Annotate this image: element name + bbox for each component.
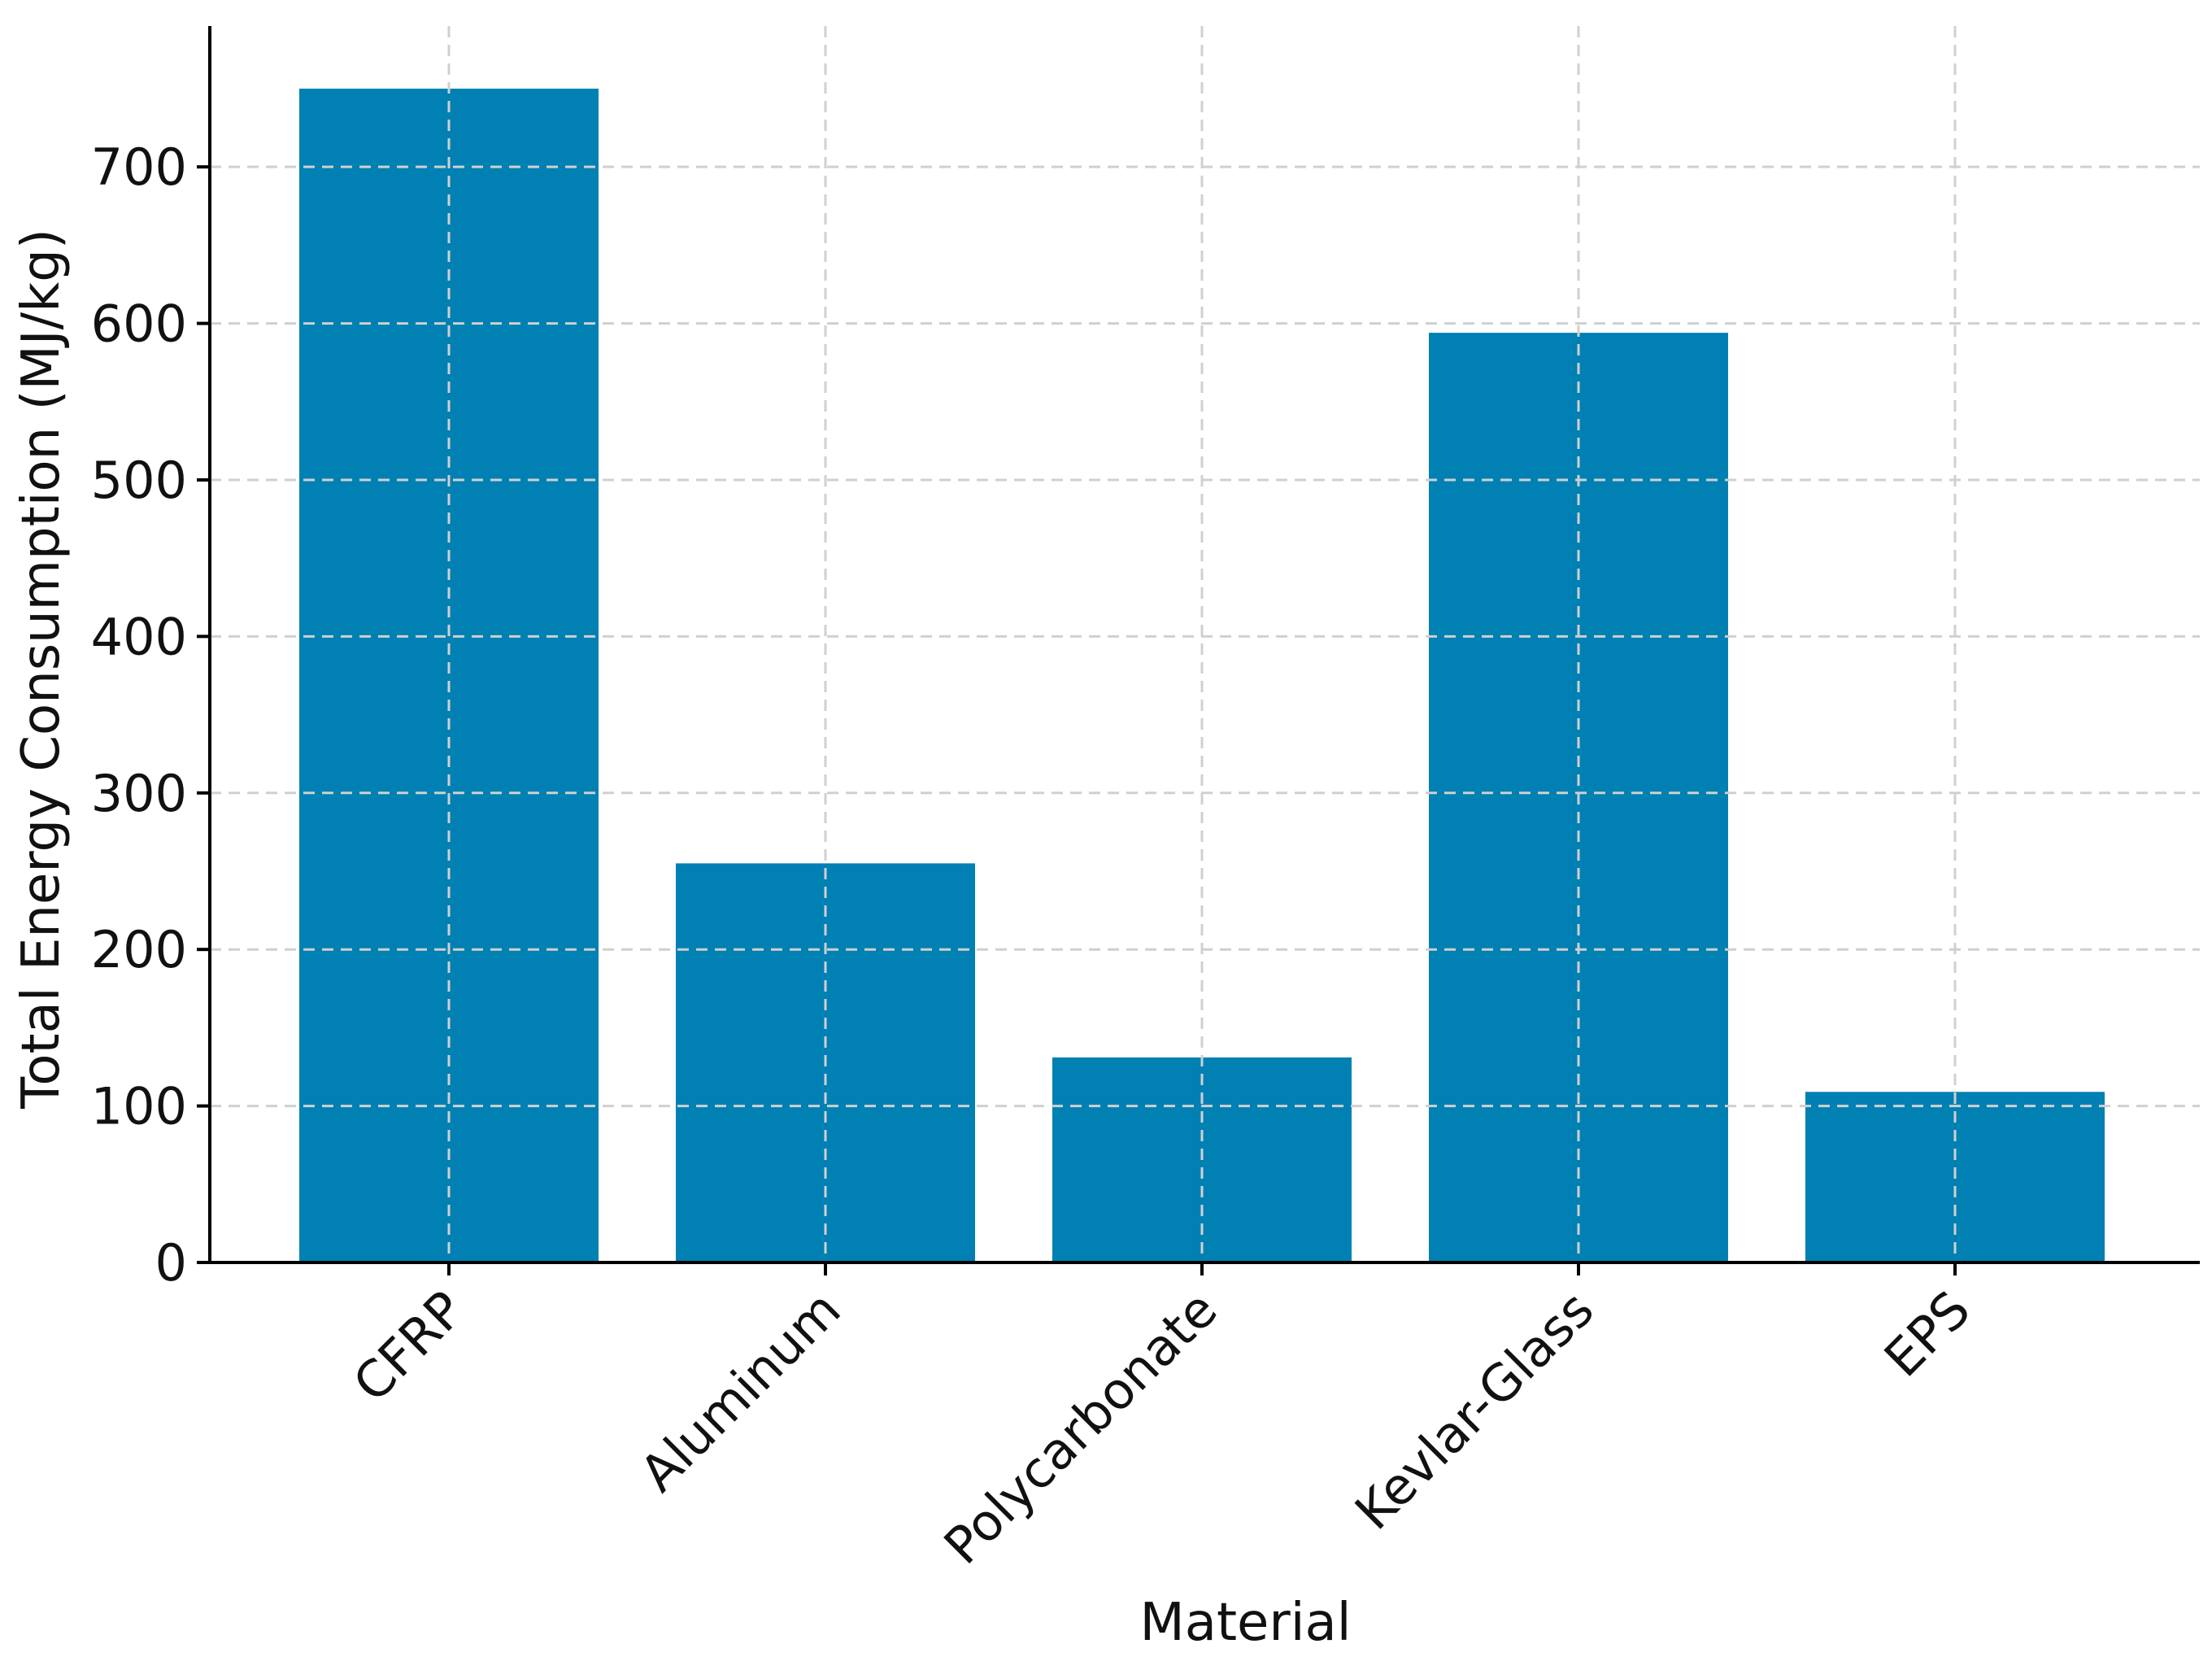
y-tick-label: 500 — [91, 451, 187, 510]
x-tick-label: Kevlar-Glass — [1343, 1280, 1605, 1541]
x-tick-label: EPS — [1873, 1280, 1982, 1389]
axes-layer — [208, 26, 2200, 1264]
y-tick-label: 0 — [155, 1233, 187, 1293]
y-tick-label: 300 — [91, 764, 187, 823]
y-tick-label: 700 — [91, 137, 187, 197]
y-tick-label: 200 — [91, 920, 187, 979]
x-axis-title: Material — [1140, 1593, 1352, 1653]
y-axis-title: Total Energy Consumption (MJ/kg) — [11, 229, 72, 1110]
y-tick-label: 600 — [91, 294, 187, 354]
x-tick-label: Polycarbonate — [933, 1280, 1229, 1576]
grid-layer — [210, 26, 2200, 1262]
bars-layer — [299, 88, 2105, 1263]
x-tick-label: Aluminum — [629, 1280, 852, 1503]
y-tick-label: 400 — [91, 607, 187, 666]
x-tick-label: CFRP — [342, 1280, 475, 1413]
bar-cfrp — [299, 88, 599, 1262]
y-tick-label: 100 — [91, 1077, 187, 1136]
